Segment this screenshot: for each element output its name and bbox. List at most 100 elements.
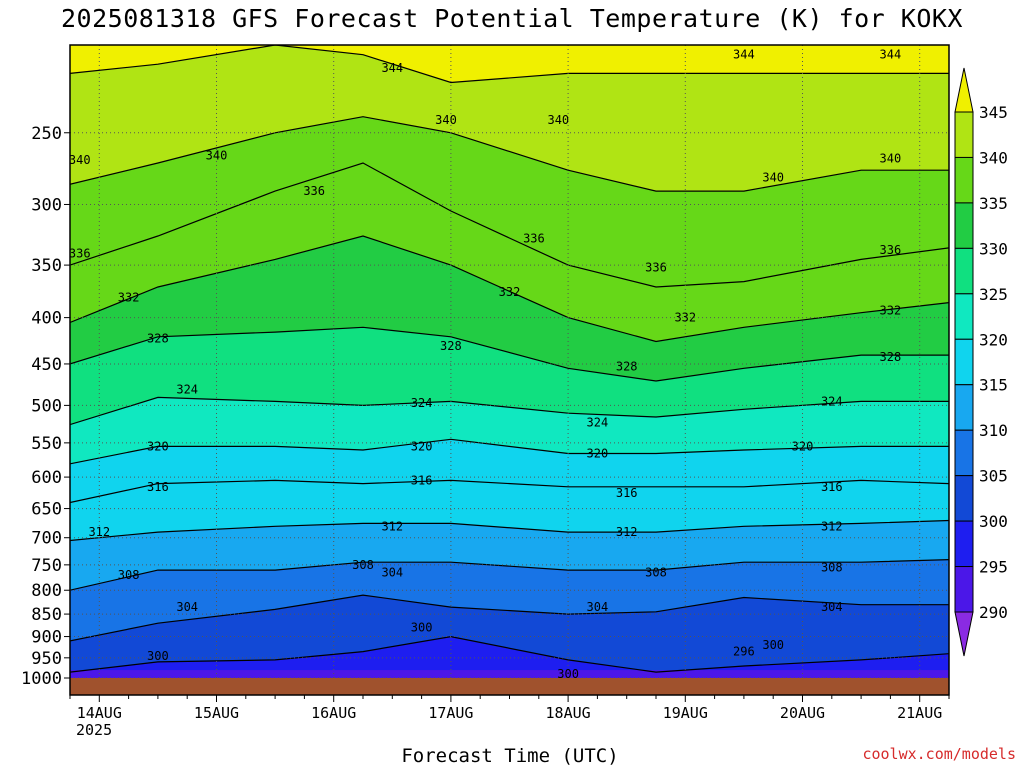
contour-label-324: 324 (587, 415, 609, 429)
band-below-304 (70, 595, 949, 678)
x-tick-label: 14AUG (77, 704, 122, 722)
contour-320 (70, 438, 949, 465)
ground-strip (70, 678, 949, 695)
contour-label-312: 312 (381, 519, 403, 533)
contour-label-308: 308 (118, 568, 140, 582)
colorbar-label: 300 (979, 512, 1008, 531)
contour-label-304: 304 (381, 566, 403, 580)
y-tick-label: 800 (31, 581, 62, 601)
band-below-300 (70, 636, 949, 678)
x-tick-label: 21AUG (897, 704, 942, 722)
contour-label-344: 344 (880, 48, 902, 62)
chart-title: 2025081318 GFS Forecast Potential Temper… (61, 4, 963, 33)
y-tick-label: 500 (31, 396, 62, 416)
x-axis-label: Forecast Time (UTC) (401, 745, 619, 767)
y-tick-label: 950 (31, 649, 62, 669)
contour-label-300: 300 (557, 667, 579, 681)
contour-label-332: 332 (674, 311, 696, 325)
colorbar-box (954, 384, 974, 431)
colorbar-box (954, 338, 974, 386)
y-tick-label: 700 (31, 529, 62, 549)
contour-label-308: 308 (821, 560, 843, 574)
y-tick-label: 350 (31, 256, 62, 276)
x-tick-label: 15AUG (194, 704, 239, 722)
colorbar-label: 340 (979, 148, 1008, 167)
contour-label-308: 308 (352, 558, 374, 572)
contour-label-316: 316 (147, 480, 169, 494)
colorbar-box (954, 520, 974, 568)
contour-label-312: 312 (616, 525, 638, 539)
contour-label-328: 328 (440, 339, 462, 353)
contour-label-344: 344 (733, 48, 755, 62)
y-axis: 250 300 350 400 450 500 550 600 650 700 750 800 850 9… (21, 124, 70, 689)
contour-label-332: 332 (880, 304, 902, 318)
x-tick-label: 18AUG (546, 704, 591, 722)
colorbar-box (954, 202, 974, 249)
contour-label-316: 316 (616, 486, 638, 500)
colorbar-label: 335 (979, 194, 1008, 213)
y-tick-label: 550 (31, 434, 62, 454)
band-surface (70, 670, 949, 678)
colorbar-label: 330 (979, 239, 1008, 258)
y-tick-label: 600 (31, 468, 62, 488)
colorbar-box (954, 247, 974, 295)
contour-label-340: 340 (435, 113, 457, 127)
contour-label-304: 304 (587, 600, 609, 614)
colorbar-max-arrow (954, 67, 974, 113)
contour-label-336: 336 (69, 247, 91, 261)
colorbar-label: 295 (979, 558, 1008, 577)
colorbar-box (954, 111, 974, 158)
contour-label-340: 340 (762, 170, 784, 184)
contour-label-328: 328 (616, 360, 638, 374)
y-tick-label: 250 (31, 124, 62, 144)
contour-label-300: 300 (411, 621, 433, 635)
contour-label-324: 324 (411, 396, 433, 410)
contour-label-340: 340 (69, 153, 91, 167)
contour-label-312: 312 (88, 525, 110, 539)
contour-340 (70, 116, 949, 192)
colorbar-label: 305 (979, 467, 1008, 486)
contour-label-336: 336 (880, 243, 902, 257)
y-tick-label: 400 (31, 309, 62, 329)
contour-label-340: 340 (547, 113, 569, 127)
colorbar: 345 340 335 330 325 320 315 310 305 300 295 290 (954, 67, 1008, 657)
colorbar-box (954, 293, 974, 340)
contour-label-320: 320 (792, 439, 814, 453)
colorbar-label: 315 (979, 376, 1008, 395)
contour-label-308: 308 (645, 566, 667, 580)
colorbar-box (954, 429, 974, 477)
grid-lines (70, 45, 949, 679)
contour-label-328: 328 (880, 350, 902, 364)
x-axis: 14AUG 15AUG 16AUG 17AUG 18AUG 19AUG 20AUG 21AUG (69, 695, 950, 722)
x-tick-label: 16AUG (311, 704, 356, 722)
contour-300 (70, 635, 949, 673)
contour-308 (70, 559, 949, 591)
contour-label-336: 336 (523, 231, 545, 245)
contour-label-320: 320 (587, 446, 609, 460)
source-credit: coolwx.com/models (862, 745, 1016, 763)
contour-label-340: 340 (880, 152, 902, 166)
x-axis-year: 2025 (76, 721, 113, 739)
contour-labels: 340 340 336 336 344 340 340 336 336 344 344 340 340 3… (69, 48, 901, 681)
contour-label-300: 300 (147, 649, 169, 663)
contour-label-320: 320 (411, 439, 433, 453)
y-tick-label: 300 (31, 195, 62, 215)
contour-label-324: 324 (176, 382, 198, 396)
colorbar-label: 310 (979, 421, 1008, 440)
contour-label-316: 316 (411, 473, 433, 487)
y-tick-label: 750 (31, 556, 62, 576)
colorbar-label: 290 (979, 603, 1008, 622)
colorbar-min-arrow (954, 611, 974, 657)
y-tick-label: 900 (31, 628, 62, 648)
contour-label-336: 336 (645, 260, 667, 274)
contour-label-340: 340 (206, 149, 228, 163)
contour-label-332: 332 (118, 290, 140, 304)
colorbar-label: 320 (979, 330, 1008, 349)
colorbar-label: 325 (979, 285, 1008, 304)
y-tick-label: 850 (31, 605, 62, 625)
x-tick-label: 20AUG (780, 704, 825, 722)
contour-label-324: 324 (821, 394, 843, 408)
colorbar-box (954, 566, 974, 613)
contour-label-328: 328 (147, 332, 169, 346)
